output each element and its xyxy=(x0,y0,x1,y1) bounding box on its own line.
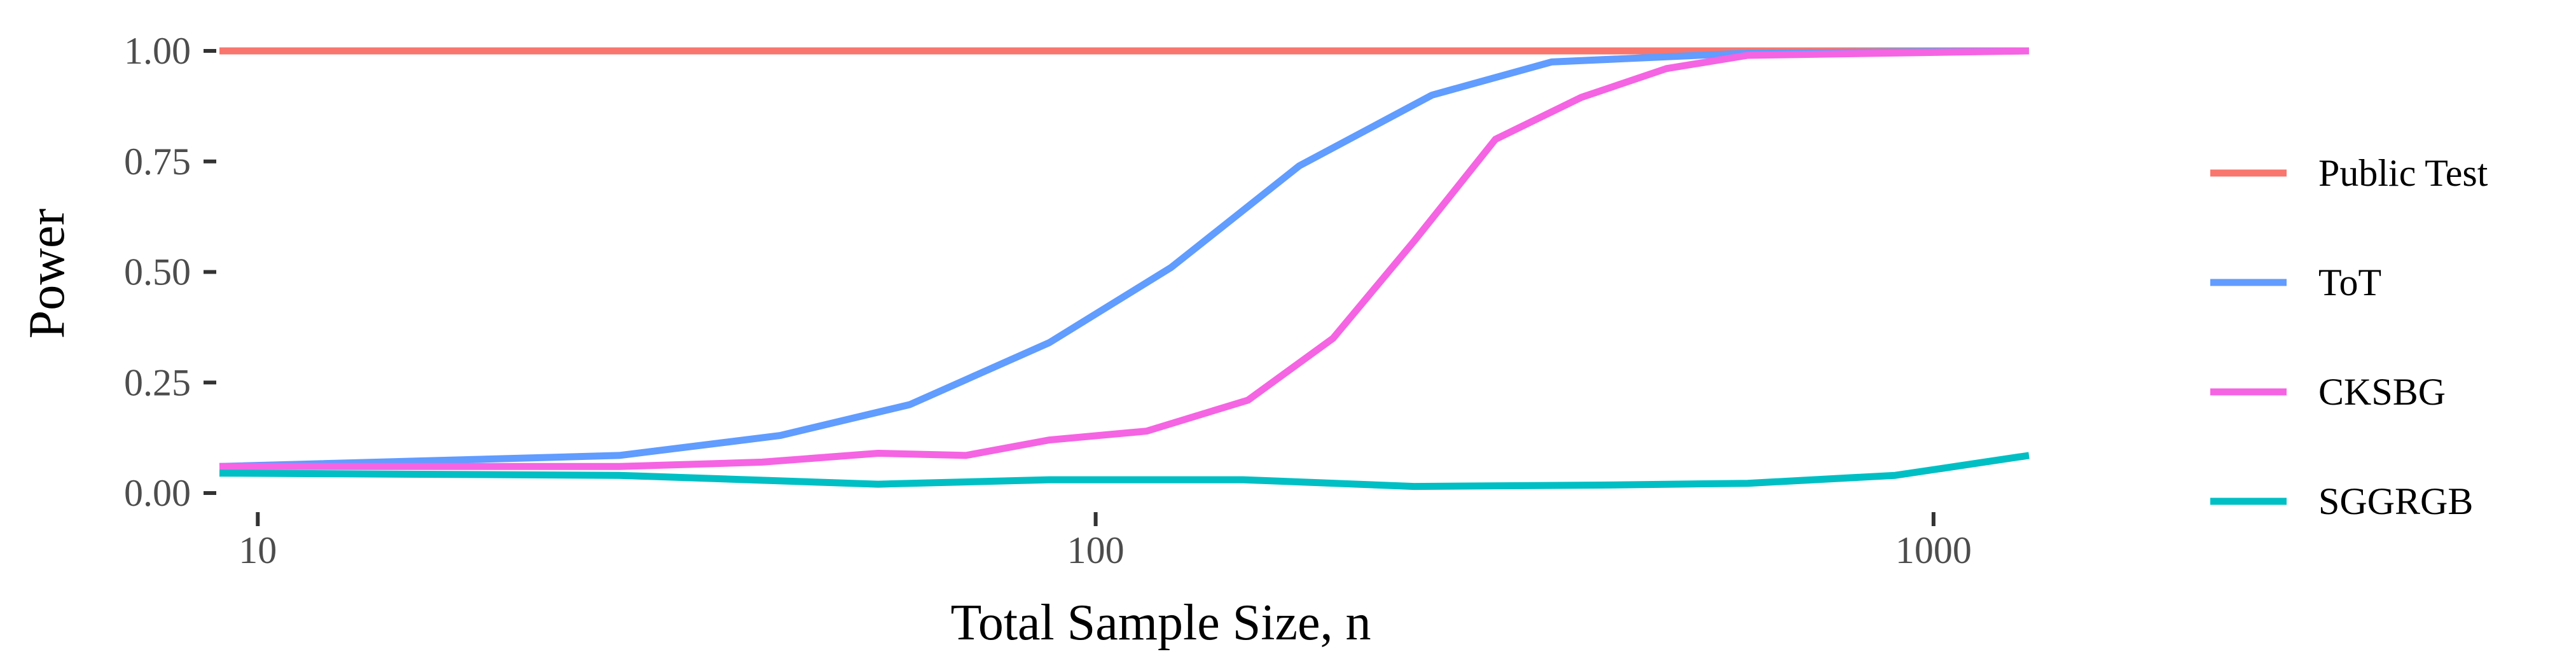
x-tick-label: 100 xyxy=(1067,529,1125,571)
x-tick-label: 10 xyxy=(239,529,277,571)
y-tick-label: 0.75 xyxy=(124,141,191,183)
y-tick-label: 1.00 xyxy=(124,30,191,72)
y-axis: 0.00 0.25 0.50 0.75 1.00 xyxy=(124,30,216,514)
legend: Public Test ToT CKSBG SGGRGB xyxy=(2210,152,2488,522)
y-tick-label: 0.00 xyxy=(124,472,191,514)
y-tick-label: 0.50 xyxy=(124,251,191,293)
legend-label-sggrgb: SGGRGB xyxy=(2318,480,2473,522)
y-tick-label: 0.25 xyxy=(124,361,191,403)
y-axis-title: Power xyxy=(19,209,75,338)
x-axis-title: Total Sample Size, n xyxy=(951,595,1371,651)
series-line-sggrgb xyxy=(219,452,2030,491)
x-tick-label: 1000 xyxy=(1895,529,1972,571)
series-line-tot xyxy=(219,47,2030,470)
x-axis: 10 100 1000 xyxy=(239,512,1972,571)
series-line-cksbg xyxy=(219,47,2030,470)
legend-label-public-test: Public Test xyxy=(2318,152,2488,194)
legend-label-cksbg: CKSBG xyxy=(2318,371,2446,413)
series-lines xyxy=(219,47,2030,491)
legend-label-tot: ToT xyxy=(2318,261,2381,303)
